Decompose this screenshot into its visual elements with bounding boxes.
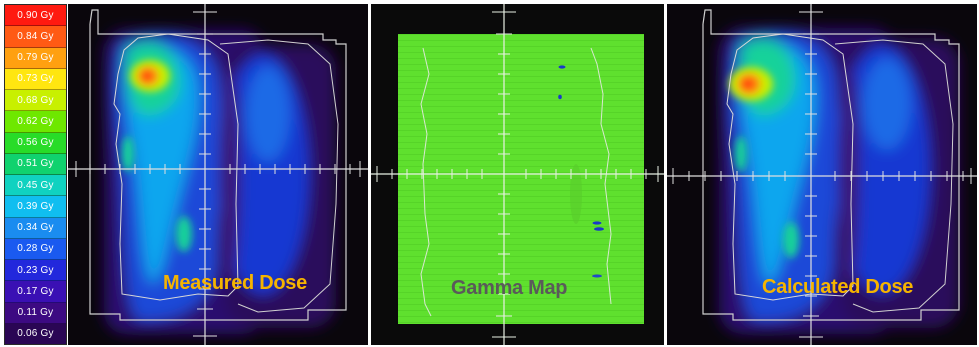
legend-swatch: 0.73 Gy (5, 68, 66, 90)
legend-label: 0.73 Gy (17, 73, 54, 85)
measured-dose-caption: Measured Dose (163, 272, 307, 294)
legend-swatch: 0.56 Gy (5, 132, 66, 154)
legend-label: 0.51 Gy (17, 158, 54, 170)
legend-swatch: 0.90 Gy (5, 5, 66, 27)
legend-swatch: 0.28 Gy (5, 238, 66, 260)
legend-label: 0.39 Gy (17, 200, 54, 212)
legend-swatch: 0.06 Gy (5, 323, 66, 344)
calculated-dose-caption: Calculated Dose (762, 276, 914, 298)
gamma-map-image (371, 4, 664, 345)
legend-swatch: 0.62 Gy (5, 111, 66, 133)
gamma-map-panel: Gamma Map (371, 4, 664, 345)
legend-label: 0.11 Gy (17, 307, 54, 319)
legend-swatch: 0.11 Gy (5, 302, 66, 324)
measured-dose-image (68, 4, 368, 345)
legend-label: 0.68 Gy (17, 94, 54, 106)
measured-dose-panel: Measured Dose (68, 4, 368, 345)
legend-label: 0.79 Gy (17, 52, 54, 64)
legend-swatch: 0.68 Gy (5, 90, 66, 112)
legend-swatch: 0.84 Gy (5, 26, 66, 48)
legend-label: 0.45 Gy (17, 179, 54, 191)
legend-label: 0.90 Gy (17, 9, 54, 21)
legend-swatch: 0.51 Gy (5, 153, 66, 175)
legend-swatch: 0.34 Gy (5, 217, 66, 239)
legend-swatch: 0.45 Gy (5, 175, 66, 197)
dose-color-legend: 0.90 Gy 0.84 Gy 0.79 Gy 0.73 Gy 0.68 Gy 0.62 … (4, 4, 67, 345)
calculated-dose-panel: Calculated Dose (667, 4, 977, 345)
legend-label: 0.23 Gy (17, 264, 54, 276)
legend-swatch: 0.17 Gy (5, 281, 66, 303)
legend-label: 0.84 Gy (17, 30, 54, 42)
legend-label: 0.17 Gy (17, 285, 54, 297)
gamma-map-caption: Gamma Map (451, 277, 568, 299)
legend-label: 0.62 Gy (17, 115, 54, 127)
legend-label: 0.56 Gy (17, 137, 54, 149)
calculated-dose-image (667, 4, 977, 345)
legend-swatch: 0.79 Gy (5, 47, 66, 69)
legend-label: 0.06 Gy (17, 328, 54, 340)
legend-swatch: 0.23 Gy (5, 260, 66, 282)
legend-label: 0.28 Gy (17, 243, 54, 255)
legend-swatch: 0.39 Gy (5, 196, 66, 218)
legend-label: 0.34 Gy (17, 222, 54, 234)
